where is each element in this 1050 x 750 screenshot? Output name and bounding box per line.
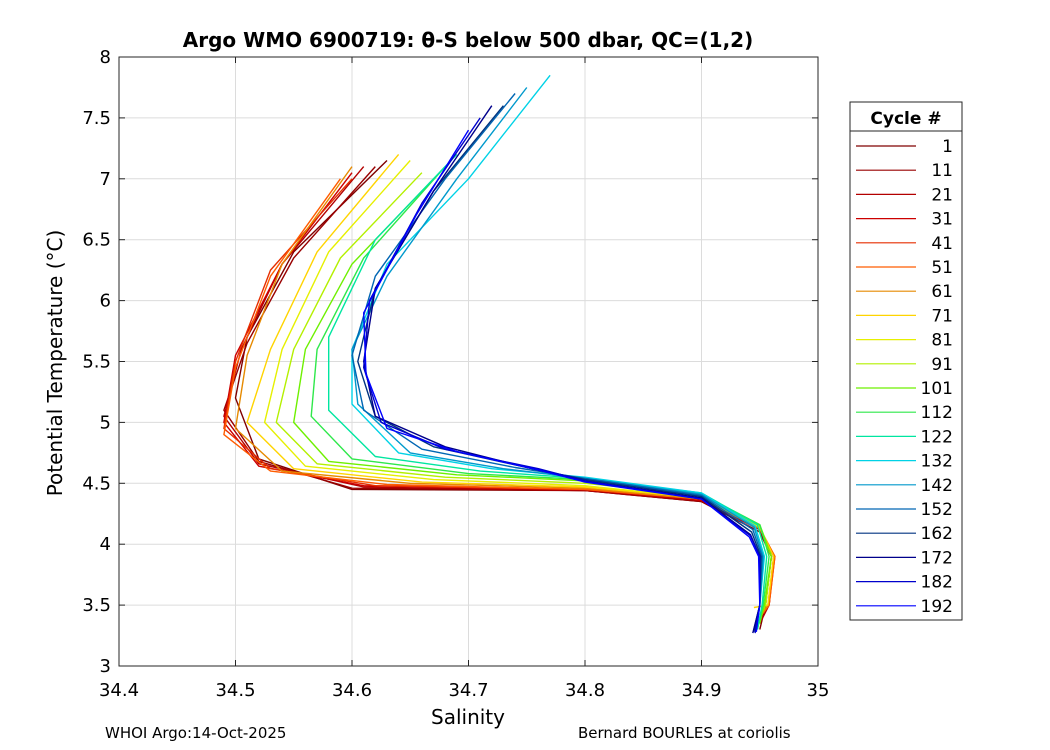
- legend-entry-label: 41: [931, 234, 953, 254]
- series-line-cycle-192: [363, 129, 761, 632]
- legend-items: 1112131415161718191101112122132142152162…: [856, 137, 953, 617]
- legend-entry-label: 91: [931, 355, 953, 375]
- x-tick-label: 34.5: [215, 680, 255, 701]
- y-axis-ticks: 3 3.5 4 4.5 5 5.5 6 6.5 7 7.5 8: [82, 47, 818, 677]
- legend-entry-label: 51: [931, 258, 953, 278]
- y-tick-label: 6: [100, 291, 111, 312]
- y-tick-label: 3.5: [82, 595, 111, 616]
- series-line-cycle-112: [310, 166, 770, 630]
- y-tick-label: 3: [100, 656, 111, 677]
- footer-credit-date: WHOI Argo:14-Oct-2025: [105, 724, 287, 742]
- legend-entry-label: 101: [921, 379, 953, 399]
- x-axis-ticks: 34.4 34.5 34.6 34.7 34.8 34.9 35: [99, 57, 829, 701]
- legend-entry-label: 152: [921, 500, 953, 520]
- legend-entry-label: 112: [921, 403, 953, 423]
- series-line-cycle-81: [263, 160, 773, 618]
- legend: Cycle # 11121314151617181911011121221321…: [849, 101, 963, 621]
- series-line-cycle-101: [293, 178, 773, 624]
- series-line-cycle-21: [223, 166, 775, 624]
- x-tick-label: 34.7: [448, 680, 488, 701]
- legend-entry-label: 11: [931, 161, 953, 181]
- legend-entry-label: 122: [921, 427, 953, 447]
- legend-entry-label: 71: [931, 306, 953, 326]
- legend-entry-label: 61: [931, 282, 953, 302]
- legend-entry-label: 162: [921, 524, 953, 544]
- series-line-cycle-61: [234, 166, 775, 618]
- legend-entry-label: 132: [921, 452, 953, 472]
- x-axis-label: Salinity: [431, 705, 505, 729]
- y-tick-label: 7: [100, 169, 111, 190]
- y-tick-label: 5.5: [82, 352, 111, 373]
- y-tick-label: 4.5: [82, 473, 111, 494]
- y-tick-label: 4: [100, 534, 111, 555]
- legend-entry-label: 21: [931, 185, 953, 205]
- series-line-cycle-152: [351, 93, 763, 630]
- y-axis-label: Potential Temperature (°C): [43, 230, 67, 497]
- y-tick-label: 7.5: [82, 108, 111, 129]
- y-tick-label: 5: [100, 412, 111, 433]
- series-line-cycle-122: [328, 153, 768, 630]
- series-line-cycle-51: [223, 178, 776, 618]
- legend-title: Cycle #: [870, 109, 941, 129]
- x-tick-label: 35: [807, 680, 830, 701]
- series-line-cycle-162: [357, 105, 762, 633]
- legend-entry-label: 1: [942, 137, 953, 157]
- series-lines: [223, 74, 776, 634]
- legend-entry-label: 182: [921, 573, 953, 593]
- footer-author: Bernard BOURLES at coriolis: [578, 724, 791, 742]
- x-tick-label: 34.6: [332, 680, 372, 701]
- legend-entry-label: 31: [931, 210, 953, 230]
- series-line-cycle-182: [363, 117, 761, 634]
- series-line-cycle-172: [363, 105, 761, 634]
- chart-title: Argo WMO 6900719: θ-S below 500 dbar, QC…: [183, 28, 753, 52]
- x-tick-label: 34.8: [565, 680, 605, 701]
- y-tick-label: 6.5: [82, 230, 111, 251]
- legend-entry-label: 172: [921, 548, 953, 568]
- x-tick-label: 34.9: [681, 680, 721, 701]
- legend-entry-label: 81: [931, 331, 953, 351]
- x-tick-label: 34.4: [99, 680, 139, 701]
- series-line-cycle-1: [234, 159, 773, 630]
- y-tick-label: 8: [100, 47, 111, 68]
- series-line-cycle-71: [246, 153, 775, 609]
- series-line-cycle-142: [351, 87, 764, 630]
- series-line-cycle-132: [351, 74, 766, 630]
- legend-entry-label: 192: [921, 597, 953, 617]
- legend-entry-label: 142: [921, 476, 953, 496]
